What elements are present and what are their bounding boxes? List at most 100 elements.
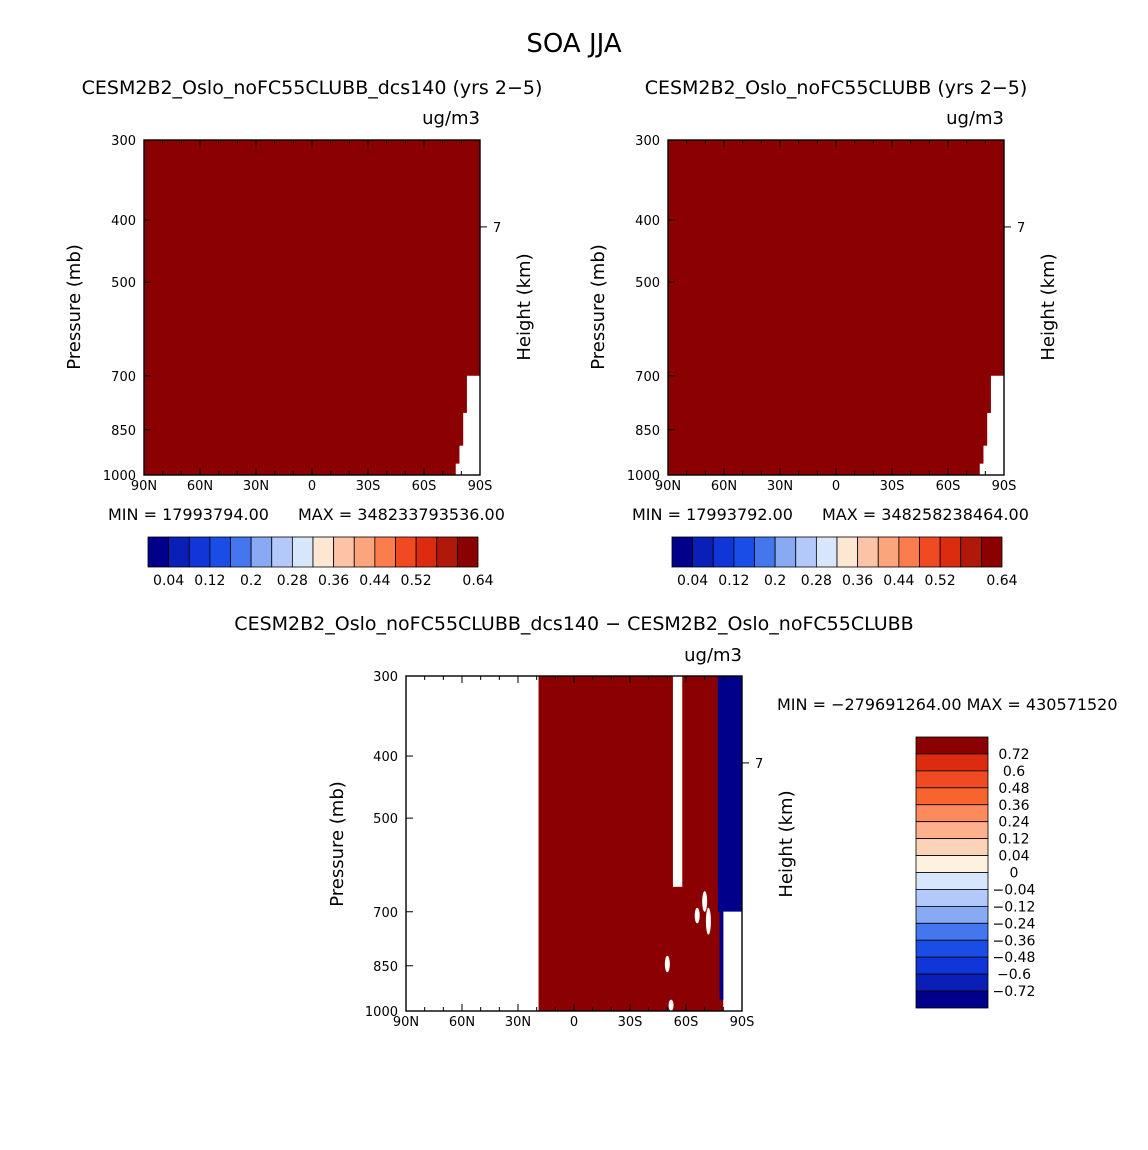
x-tick-label: 90N (393, 1015, 419, 1030)
colorbar-label: 0.36 (998, 798, 1029, 814)
x-tick-label: 30N (243, 479, 269, 494)
colorbar-label: 0.28 (277, 573, 308, 589)
colorbar-label: 0.04 (153, 573, 184, 589)
colorbar-cell (915, 736, 989, 755)
colorbar-cell (915, 855, 989, 873)
missing-data-region (455, 463, 480, 475)
max-label: MAX = 348233793536.00 (298, 505, 505, 524)
colorbar-cell (733, 536, 755, 568)
colorbar-cell (712, 536, 735, 568)
x-tick-label: 90N (131, 479, 157, 494)
colorbar-label: 0 (1010, 866, 1019, 882)
colorbar-label: 0.36 (842, 573, 873, 589)
min-max-label: MIN = −279691264.00 MAX = 430571520 (777, 695, 1118, 714)
field-fill (144, 140, 480, 475)
y-tick-label: 500 (111, 276, 136, 291)
missing-speck (705, 907, 711, 935)
field-layer (668, 140, 1004, 475)
colorbar-cell (250, 536, 273, 568)
colorbar-label: 0.12 (194, 573, 225, 589)
x-tick-label: 60N (711, 479, 737, 494)
colorbar-cell (395, 536, 417, 568)
x-tick-label: 90S (468, 479, 493, 494)
panel-dcs140: CESM2B2_Oslo_noFC55CLUBB_dcs140 (yrs 2−5… (64, 77, 542, 589)
colorbar-cell (271, 536, 293, 568)
panel-title: CESM2B2_Oslo_noFC55CLUBB_dcs140 − CESM2B… (234, 613, 913, 635)
colorbar-label: 0.64 (462, 573, 493, 589)
x-tick-label: 30S (618, 1015, 643, 1030)
colorbar-label: −0.72 (993, 984, 1036, 1000)
colorbar-cell (980, 536, 1003, 568)
panel-difference: CESM2B2_Oslo_noFC55CLUBB_dcs140 − CESM2B… (234, 613, 1117, 1030)
x-tick-label: 60S (936, 479, 961, 494)
colorbar-label: 0.48 (998, 781, 1029, 797)
colorbar-cell (415, 536, 438, 568)
colorbar-cell (915, 872, 989, 890)
colorbar-cell (898, 536, 920, 568)
diff-region-missing (672, 676, 683, 887)
colorbar-cell (915, 905, 989, 924)
x-tick-label: 60N (449, 1015, 475, 1030)
max-label: MAX = 348258238464.00 (822, 505, 1029, 524)
y-tick-label: 300 (373, 670, 398, 685)
colorbar-label: −0.6 (997, 967, 1031, 983)
height-tick-label: 7 (493, 221, 501, 236)
diff-region-negative-fringe (719, 911, 724, 1000)
colorbar: 0.04 0.12 0.2 0.28 0.36 0.44 0.52 0.64 (671, 536, 1018, 589)
colorbar-label: 0.52 (925, 573, 956, 589)
min-label: MIN = 17993794.00 (108, 505, 269, 524)
height-tick-label: 7 (755, 757, 763, 772)
y-tick-label: 500 (635, 276, 660, 291)
colorbar-label: 0.04 (998, 849, 1029, 865)
colorbar-label: 0.64 (986, 573, 1017, 589)
colorbar-cell (795, 536, 817, 568)
colorbar-label: 0.44 (883, 573, 914, 589)
colorbar-label: 0.72 (998, 747, 1029, 763)
colorbar: 0.720.60.480.360.240.120.040−0.04−0.12−0… (915, 736, 1036, 1009)
colorbar-cell (671, 536, 694, 568)
y-axis-right-label: Height (km) (1038, 253, 1059, 360)
colorbar-cell (915, 973, 989, 992)
min-label: MIN = 17993792.00 (632, 505, 793, 524)
diff-region-missing (723, 911, 742, 1011)
colorbar-cell (939, 536, 962, 568)
y-tick-label: 700 (111, 370, 136, 385)
units-label: ug/m3 (684, 645, 742, 666)
colorbar-label: 0.36 (318, 573, 349, 589)
colorbar-label: 0.6 (1003, 764, 1025, 780)
colorbar-cell (915, 804, 989, 823)
y-tick-label: 1000 (627, 469, 660, 484)
colorbar-label: 0.12 (998, 832, 1029, 848)
colorbar-cell (915, 787, 989, 806)
panel-title: CESM2B2_Oslo_noFC55CLUBB (yrs 2−5) (645, 77, 1028, 99)
colorbar: 0.04 0.12 0.2 0.28 0.36 0.44 0.52 0.64 (147, 536, 494, 589)
colorbar-cell (774, 536, 797, 568)
colorbar-label: 0.12 (718, 573, 749, 589)
missing-speck (702, 891, 708, 912)
field-layer (144, 140, 480, 475)
x-tick-label: 0 (832, 479, 840, 494)
x-tick-label: 60S (674, 1015, 699, 1030)
x-tick-label: 90S (730, 1015, 755, 1030)
missing-speck (664, 955, 670, 973)
missing-speck (694, 907, 700, 924)
colorbar-cell (915, 753, 989, 772)
colorbar-cell (230, 536, 252, 568)
x-tick-label: 30S (356, 479, 381, 494)
y-tick-label: 500 (373, 812, 398, 827)
colorbar-cell (915, 770, 989, 789)
colorbar-cell (919, 536, 941, 568)
y-tick-label: 700 (635, 370, 660, 385)
y-tick-label: 850 (373, 960, 398, 975)
height-tick-label: 7 (1017, 221, 1025, 236)
colorbar-label: −0.36 (993, 933, 1036, 949)
y-tick-label: 300 (635, 134, 660, 149)
colorbar-cell (333, 536, 355, 568)
y-tick-label: 400 (373, 750, 398, 765)
colorbar-cell (291, 536, 314, 568)
x-tick-label: 0 (570, 1015, 578, 1030)
field-fill (668, 140, 1004, 475)
missing-data-region (979, 463, 1004, 475)
x-tick-label: 90S (992, 479, 1017, 494)
